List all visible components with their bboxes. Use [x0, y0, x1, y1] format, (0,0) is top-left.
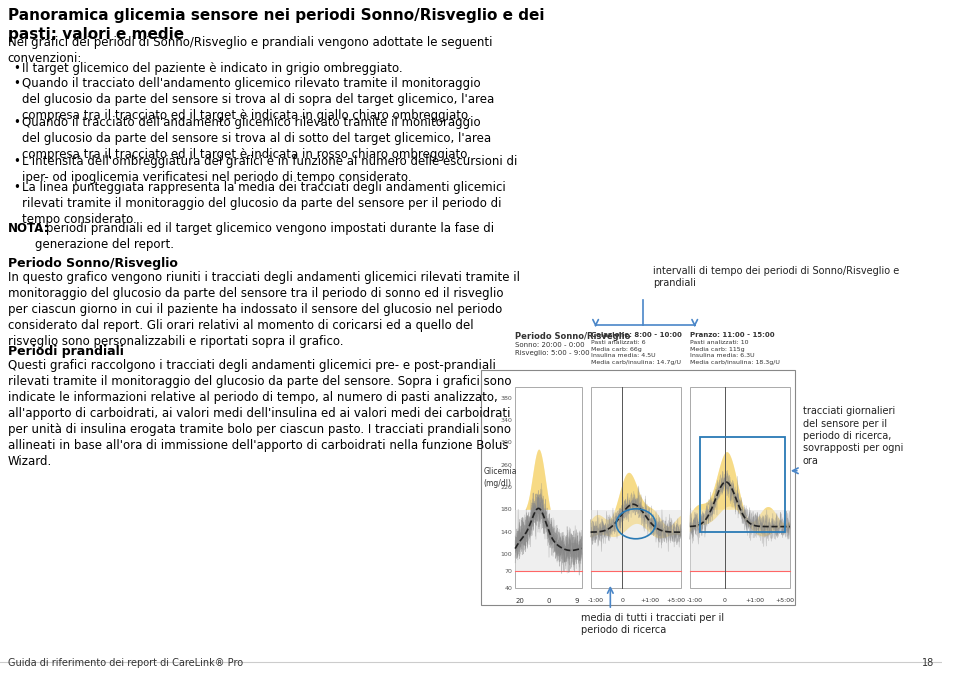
Text: 70: 70: [504, 568, 513, 574]
Text: Periodo Sonno/Risveglio: Periodo Sonno/Risveglio: [8, 257, 178, 270]
Text: •: •: [13, 182, 20, 194]
Text: Colazione: 8:00 - 10:00: Colazione: 8:00 - 10:00: [590, 332, 682, 338]
Text: 380: 380: [500, 396, 513, 401]
Text: Pasti analizzati: 6
Media carb: 66g
Insulina media: 4.5U
Media carb/insulina: 14: Pasti analizzati: 6 Media carb: 66g Insu…: [590, 340, 681, 364]
Text: Sonno: 20:00 - 0:00
Risveglio: 5:00 - 9:00: Sonno: 20:00 - 0:00 Risveglio: 5:00 - 9:…: [516, 342, 589, 356]
Bar: [481, 370, 795, 605]
Text: NOTA:: NOTA:: [8, 222, 49, 235]
Text: 100: 100: [500, 552, 513, 557]
Text: +5:00: +5:00: [666, 598, 685, 603]
Text: Guida di riferimento dei report di CareLink® Pro: Guida di riferimento dei report di CareL…: [8, 658, 243, 668]
Bar: [700, 437, 785, 532]
Text: Glicemia
(mg/dl): Glicemia (mg/dl): [484, 467, 517, 488]
Text: 18: 18: [922, 658, 934, 668]
Text: •: •: [13, 62, 20, 75]
Bar: [690, 387, 790, 588]
Text: -1:00: -1:00: [686, 598, 703, 603]
Text: Periodi prandiali: Periodi prandiali: [8, 345, 124, 358]
Text: •: •: [13, 154, 20, 167]
Text: La linea punteggiata rappresenta la media dei tracciati degli andamenti glicemic: La linea punteggiata rappresenta la medi…: [21, 182, 505, 226]
Text: Questi grafici raccolgono i tracciati degli andamenti glicemici pre- e post-pran: Questi grafici raccolgono i tracciati de…: [8, 359, 512, 468]
Text: media di tutti i tracciati per il
periodo di ricerca: media di tutti i tracciati per il period…: [581, 613, 724, 635]
Text: Nei grafici dei periodi di Sonno/Risveglio e prandiali vengono adottate le segue: Nei grafici dei periodi di Sonno/Risvegl…: [8, 36, 492, 65]
Text: Il target glicemico del paziente è indicato in grigio ombreggiato.: Il target glicemico del paziente è indic…: [21, 62, 402, 75]
Text: L'intensità dell'ombreggiatura dei grafici è in funzione al numero delle escursi: L'intensità dell'ombreggiatura dei grafi…: [21, 154, 517, 184]
Text: 9: 9: [575, 598, 579, 604]
Text: 180: 180: [500, 507, 513, 512]
Text: 260: 260: [500, 462, 513, 468]
Bar: [690, 510, 790, 571]
Text: Pasti analizzati: 10
Media carb: 115g
Insulina media: 6.3U
Media carb/insulina: : Pasti analizzati: 10 Media carb: 115g In…: [690, 340, 780, 364]
Text: +5:00: +5:00: [776, 598, 795, 603]
Text: •: •: [13, 116, 20, 129]
Bar: [516, 387, 582, 588]
Bar: [516, 510, 582, 571]
Text: 0: 0: [546, 598, 551, 604]
Text: Panoramica glicemia sensore nei periodi Sonno/Risveglio e dei
pasti: valori e me: Panoramica glicemia sensore nei periodi …: [8, 8, 544, 41]
Text: 40: 40: [504, 585, 513, 590]
Text: intervalli di tempo dei periodi di Sonno/Risveglio e
prandiali: intervalli di tempo dei periodi di Sonno…: [653, 266, 900, 288]
Text: Quando il tracciato dell'andamento glicemico rilevato tramite il monitoraggio
de: Quando il tracciato dell'andamento glice…: [21, 116, 491, 161]
Text: -1:00: -1:00: [588, 598, 604, 603]
Text: 220: 220: [500, 485, 513, 490]
Text: Periodo Sonno/Risveglio: Periodo Sonno/Risveglio: [516, 332, 631, 341]
Text: Quando il tracciato dell'andamento glicemico rilevato tramite il monitoraggio
de: Quando il tracciato dell'andamento glice…: [21, 78, 493, 122]
Bar: [590, 387, 681, 588]
Text: 340: 340: [500, 418, 513, 423]
Text: 300: 300: [500, 441, 513, 445]
Bar: [590, 510, 681, 571]
Text: +1:00: +1:00: [640, 598, 659, 603]
Text: •: •: [13, 78, 20, 90]
Text: 0: 0: [620, 598, 624, 603]
Text: 20: 20: [516, 598, 524, 604]
Text: Pranzo: 11:00 - 15:00: Pranzo: 11:00 - 15:00: [690, 332, 775, 338]
Text: In questo grafico vengono riuniti i tracciati degli andamenti glicemici rilevati: In questo grafico vengono riuniti i trac…: [8, 271, 520, 348]
Text: 140: 140: [500, 530, 513, 534]
Text: 0: 0: [723, 598, 727, 603]
Text: +1:00: +1:00: [745, 598, 764, 603]
Text: tracciati giornalieri
del sensore per il
periodo di ricerca,
sovrapposti per ogn: tracciati giornalieri del sensore per il…: [803, 406, 903, 466]
Text: i periodi prandiali ed il target glicemico vengono impostati durante la fase di
: i periodi prandiali ed il target glicemi…: [36, 222, 494, 251]
